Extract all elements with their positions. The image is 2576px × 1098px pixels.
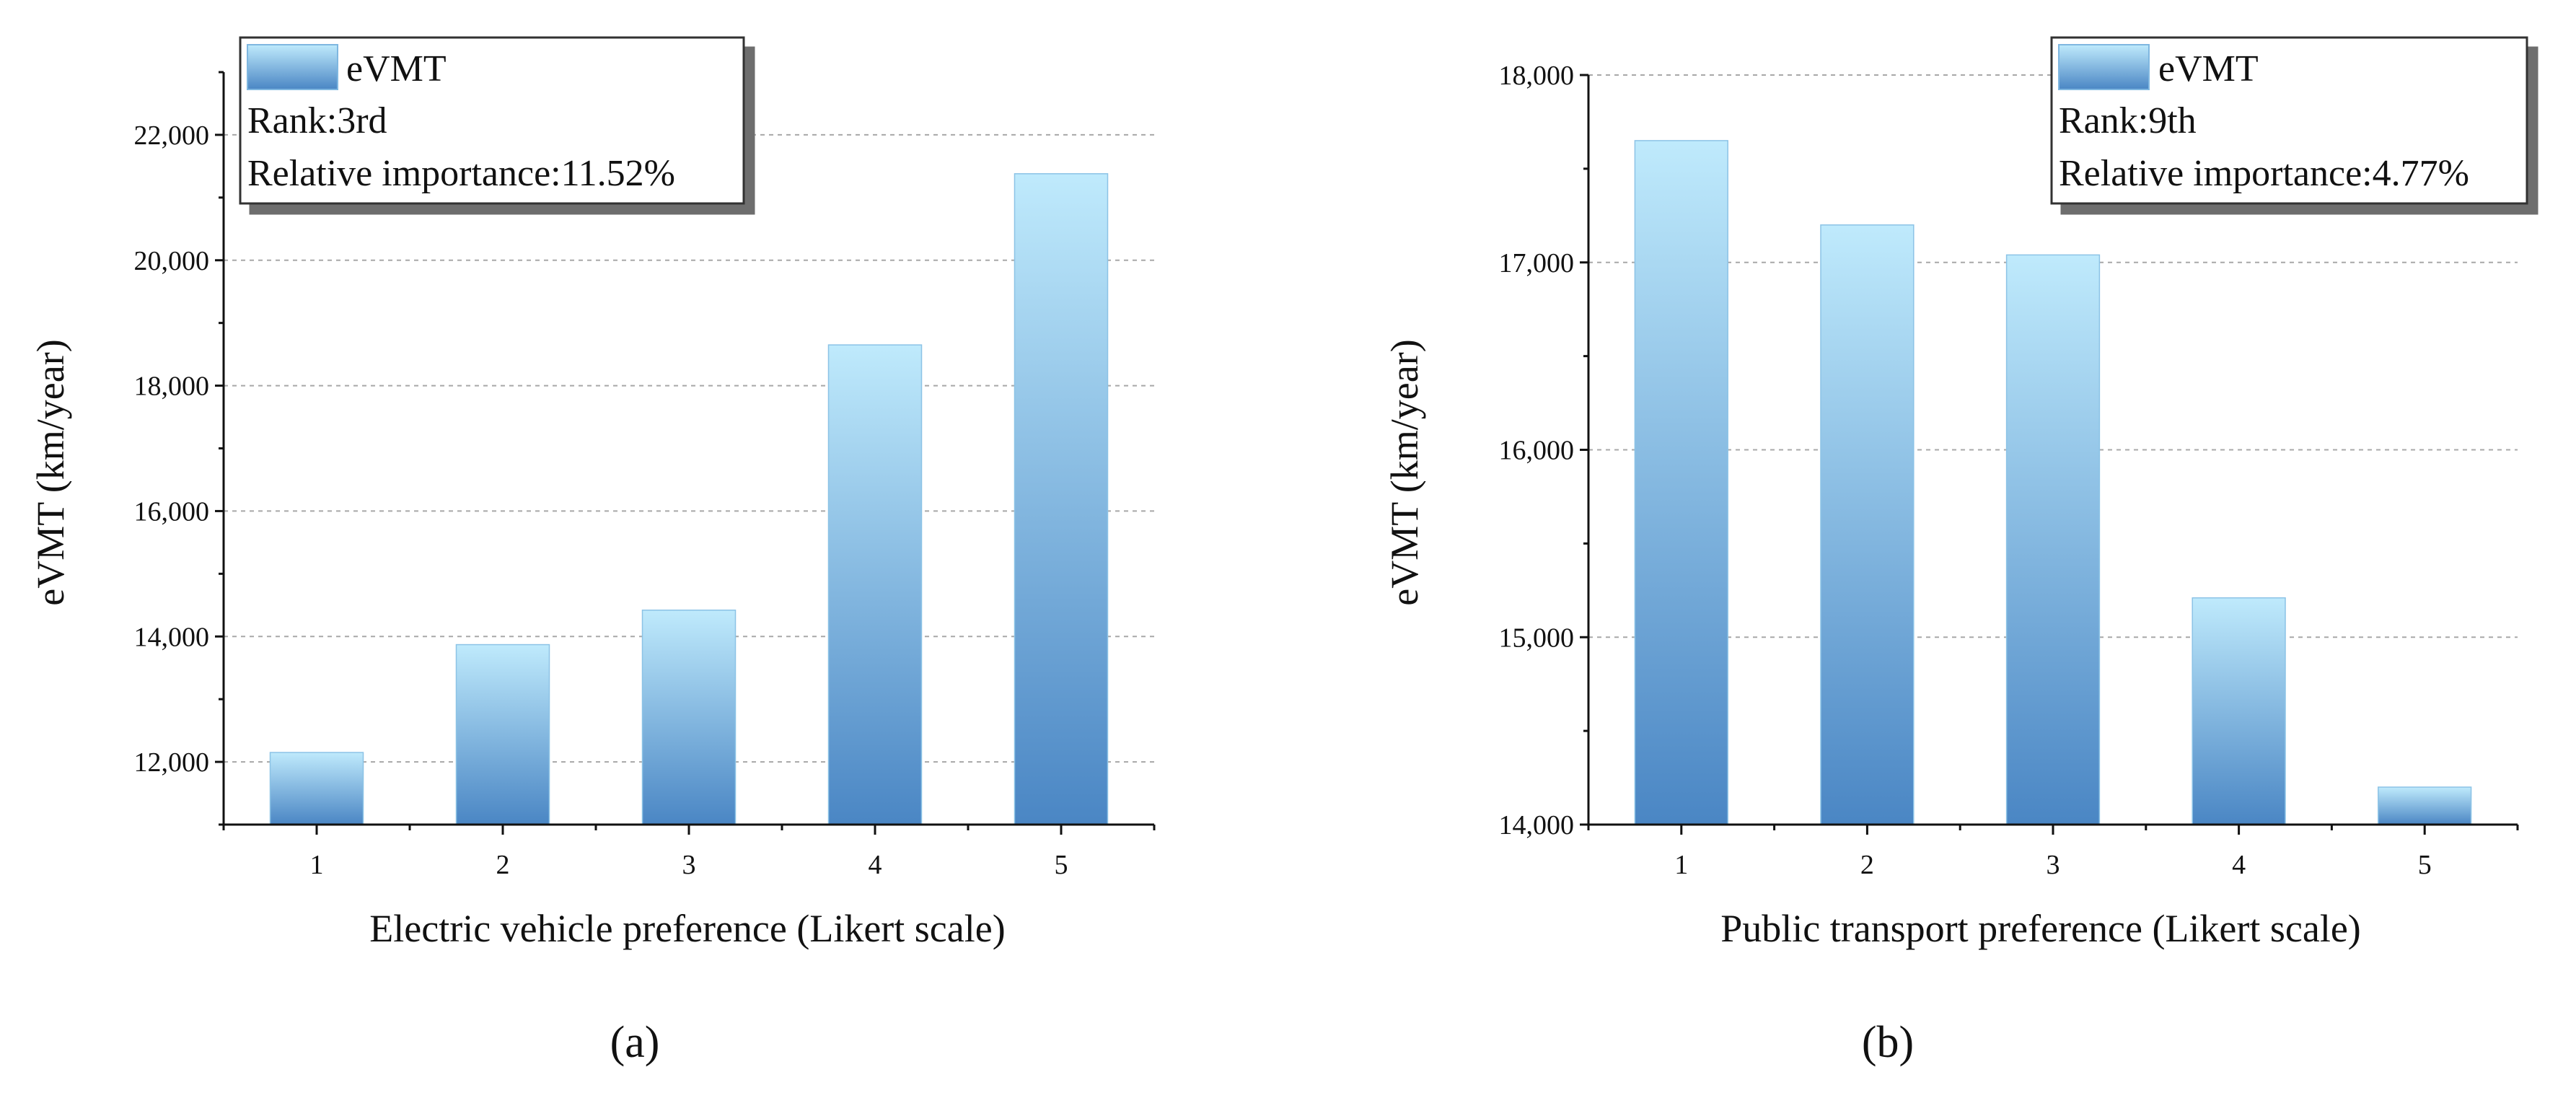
- chart-a-panel-label: (a): [610, 1018, 660, 1067]
- x-tick-label: 4: [2232, 850, 2246, 880]
- chart-b-x-axis-title: Public transport preference (Likert scal…: [1720, 907, 2361, 950]
- chart-b-legend-rank: Rank:9th: [2059, 100, 2197, 141]
- x-tick-label: 2: [496, 850, 510, 880]
- chart-b-y-axis-title: eVMT (km/year): [1383, 339, 1426, 605]
- chart-a-x-ticks: 1 2 3 4 5: [222, 825, 1156, 880]
- y-tick-label: 14,000: [134, 622, 210, 652]
- chart-b-bars: [1634, 140, 2472, 825]
- bar-4: [2192, 597, 2286, 825]
- chart-a-x-axis-title: Electric vehicle preference (Likert scal…: [369, 907, 1005, 950]
- y-tick-label: 18,000: [1499, 61, 1575, 91]
- chart-a-legend-swatch: [247, 44, 338, 90]
- y-tick-label: 20,000: [134, 246, 210, 276]
- bar-1: [1634, 140, 1728, 825]
- x-tick-label: 5: [2418, 850, 2432, 880]
- chart-b-legend-swatch: [2058, 44, 2150, 90]
- chart-a-legend-importance: Relative importance:11.52%: [247, 153, 675, 194]
- y-tick-label: 15,000: [1499, 623, 1575, 653]
- bar-1: [269, 752, 364, 825]
- chart-panel-a: 12,000 14,000 16,000 18,000 20,000 22,000 1 2 3…: [29, 36, 1156, 1067]
- x-tick-label: 2: [1860, 850, 1874, 880]
- chart-b-panel-label: (b): [1862, 1018, 1914, 1067]
- chart-b-legend-series-name: eVMT: [2158, 48, 2259, 89]
- bar-2: [455, 644, 550, 825]
- bar-5: [2378, 786, 2472, 825]
- x-tick-label: 5: [1055, 850, 1068, 880]
- chart-a-legend-rank: Rank:3rd: [247, 100, 387, 141]
- y-tick-label: 17,000: [1499, 248, 1575, 278]
- chart-a-bars: [269, 173, 1109, 825]
- bar-3: [2005, 254, 2101, 825]
- y-tick-label: 18,000: [134, 372, 210, 402]
- bar-2: [1820, 224, 1915, 825]
- chart-b-legend-importance: Relative importance:4.77%: [2059, 153, 2469, 194]
- chart-b-y-ticks: 14,000 15,000 16,000 17,000 18,000: [1499, 61, 1588, 840]
- chart-a-legend-series-name: eVMT: [346, 48, 447, 89]
- x-tick-label: 4: [869, 850, 882, 880]
- y-tick-label: 14,000: [1499, 810, 1575, 840]
- x-tick-label: 3: [682, 850, 696, 880]
- bar-3: [641, 609, 737, 825]
- y-tick-label: 22,000: [134, 120, 210, 151]
- chart-a-y-axis-title: eVMT (km/year): [29, 339, 72, 605]
- chart-b-x-ticks: 1 2 3 4 5: [1587, 825, 2519, 880]
- y-tick-label: 12,000: [134, 747, 210, 778]
- x-tick-label: 1: [1674, 850, 1688, 880]
- y-tick-label: 16,000: [1499, 436, 1575, 466]
- bar-4: [827, 344, 923, 825]
- x-tick-label: 3: [2047, 850, 2060, 880]
- y-tick-label: 16,000: [134, 496, 210, 527]
- chart-a-legend: eVMT Rank:3rd Relative importance:11.52%: [239, 36, 745, 205]
- bar-5: [1014, 173, 1109, 825]
- chart-a-y-ticks: 12,000 14,000 16,000 18,000 20,000 22,000: [134, 71, 224, 826]
- chart-b-legend: eVMT Rank:9th Relative importance:4.77%: [2050, 36, 2528, 205]
- x-tick-label: 1: [310, 850, 324, 880]
- chart-panel-b: 14,000 15,000 16,000 17,000 18,000 1 2 3 4 5 eVM…: [1383, 36, 2528, 1067]
